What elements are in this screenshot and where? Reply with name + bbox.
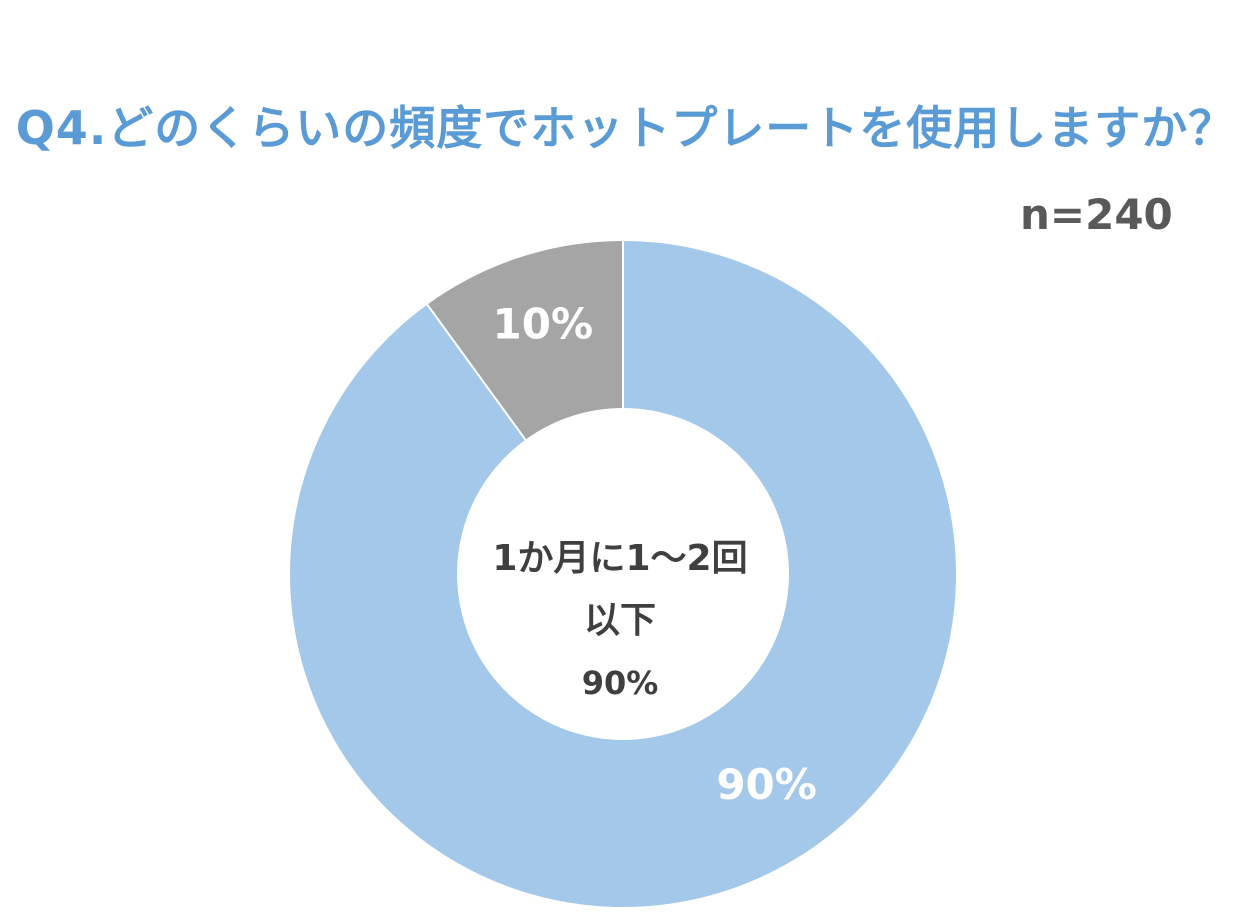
donut-slice-label-1: 90% <box>716 760 817 809</box>
donut-slice-1 <box>290 241 957 907</box>
donut-center-label: 1か月に1〜2回 以下 90% <box>420 528 820 714</box>
donut-slice-label-2: 10% <box>493 300 594 349</box>
donut-slice-2 <box>427 241 623 440</box>
center-label-line2: 以下 <box>583 600 656 641</box>
sample-size-label: n=240 <box>1020 190 1173 239</box>
center-label-line1: 1か月に1〜2回 <box>492 538 748 579</box>
center-label-value: 90% <box>581 664 659 702</box>
slice-separator-2 <box>426 304 527 441</box>
chart-title: Q4.どのくらいの頻度でホットプレートを使用しますか？ <box>15 101 1236 155</box>
